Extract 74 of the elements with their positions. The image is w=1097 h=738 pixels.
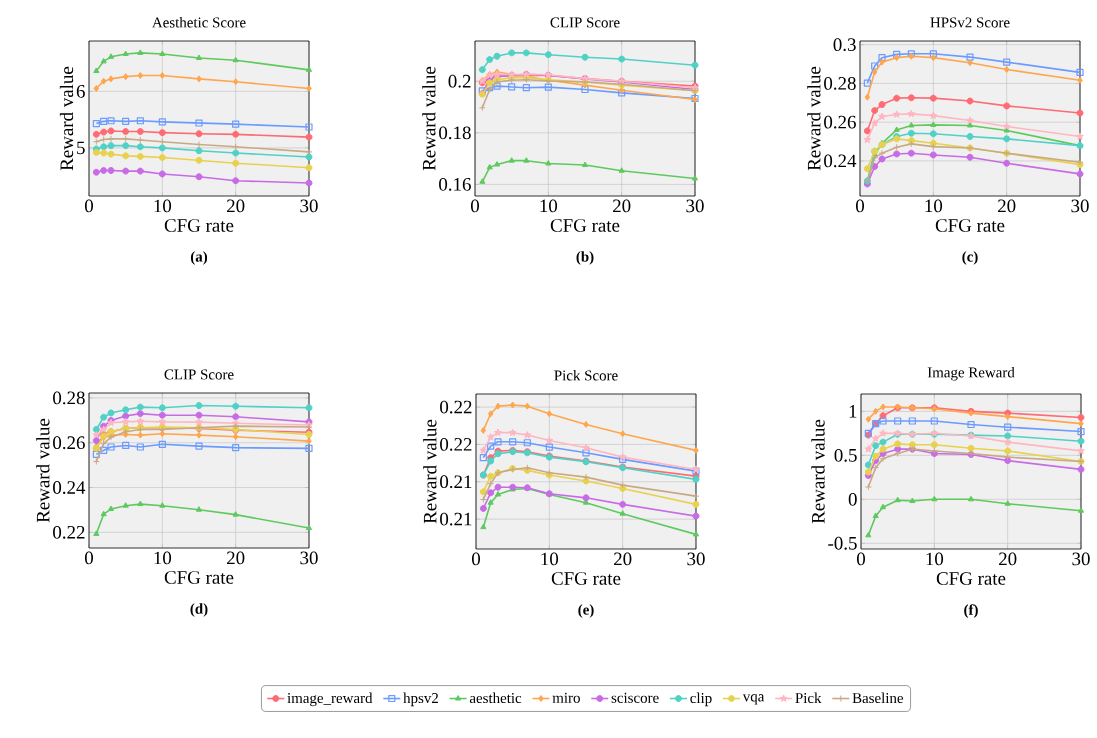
x-axis-title: CFG rate xyxy=(551,572,621,585)
x-tick-label: 30 xyxy=(300,199,318,213)
legend-label: image_reward xyxy=(287,692,373,707)
y-tick-label: 0.28 xyxy=(53,391,85,405)
legend-label: Baseline xyxy=(852,692,904,704)
x-tick-label: 20 xyxy=(227,199,245,213)
y-tick-label: 0.28 xyxy=(824,77,856,90)
x-tick-label: 30 xyxy=(686,199,704,213)
y-tick-label: 0.5 xyxy=(834,448,857,462)
x-tick-label: 10 xyxy=(154,199,172,213)
x-tick-label: 20 xyxy=(999,552,1017,566)
y-tick-label: 0.21 xyxy=(440,475,472,489)
x-tick-label: 30 xyxy=(687,552,705,566)
x-axis-title: CFG rate xyxy=(936,572,1006,585)
text: (c) xyxy=(962,251,978,265)
x-axis-title: CFG rate xyxy=(935,219,1005,232)
text: (e) xyxy=(578,604,594,618)
x-tick-label: 0 xyxy=(471,552,481,566)
legend-label: clip xyxy=(690,692,712,707)
y-tick-label: 0.18 xyxy=(439,126,471,140)
x-tick-label: 10 xyxy=(926,552,944,566)
y-tick-label: -0.5 xyxy=(828,536,857,550)
x-tick-label: 20 xyxy=(614,552,632,566)
legend-label: aesthetic xyxy=(469,692,522,704)
y-tick-label: 0.3 xyxy=(833,38,856,52)
x-tick-label: 10 xyxy=(541,552,559,566)
y-tick-label: 0 xyxy=(848,492,857,506)
legend-label: hpsv2 xyxy=(403,692,438,707)
text: (f) xyxy=(964,604,978,618)
y-tick-label: 0.2 xyxy=(448,74,471,88)
legend-label: Pick xyxy=(795,692,822,704)
x-tick-label: 10 xyxy=(540,199,558,213)
x-axis-title: CFG rate xyxy=(550,219,620,232)
x-tick-label: 0 xyxy=(857,552,866,566)
y-tick-label: 0.26 xyxy=(53,436,85,450)
y-tick-label: 0.24 xyxy=(53,481,86,494)
x-axis-title: CFG rate xyxy=(164,219,234,232)
legend-label: miro xyxy=(552,692,580,703)
x-axis-title: CFG rate xyxy=(164,571,234,584)
text: (d) xyxy=(190,603,208,617)
y-tick-label: 0.22 xyxy=(440,438,472,451)
y-tick-label: 1 xyxy=(849,405,857,418)
chart-title: CLIP Score xyxy=(550,17,620,28)
x-tick-label: 30 xyxy=(1072,552,1090,566)
chart-title: HPSv2 Score xyxy=(930,17,1010,28)
y-tick-label: 0.16 xyxy=(439,177,471,191)
y-tick-label: 0.24 xyxy=(824,154,857,168)
y-axis-title: Reward value xyxy=(807,66,821,171)
x-tick-label: 30 xyxy=(1071,199,1089,213)
y-axis-title: Reward value xyxy=(422,66,436,171)
legend-label: sciscore xyxy=(611,692,659,703)
chart-title: Aesthetic Score xyxy=(152,17,246,28)
y-tick-label: 0.22 xyxy=(53,525,85,539)
x-tick-label: 20 xyxy=(613,199,631,213)
text: (a) xyxy=(190,251,208,265)
x-tick-label: 10 xyxy=(154,551,172,565)
x-tick-label: 10 xyxy=(925,199,943,213)
y-axis-title: Reward value xyxy=(59,66,74,171)
y-tick-label: 0.26 xyxy=(824,115,856,129)
y-tick-label: 0.22 xyxy=(440,400,472,414)
legend-label: vqa xyxy=(742,694,765,705)
chart-title: Pick Score xyxy=(554,370,618,381)
y-axis-title: Reward value xyxy=(36,418,50,523)
y-tick-label: 5 xyxy=(77,141,85,155)
y-tick-label: 0.21 xyxy=(440,512,472,526)
x-tick-label: 20 xyxy=(227,551,245,565)
text: (b) xyxy=(576,251,594,265)
y-axis-title: Reward value xyxy=(423,419,437,524)
x-tick-label: 30 xyxy=(300,551,318,565)
x-tick-label: 20 xyxy=(998,199,1016,213)
chart-title: CLIP Score xyxy=(164,369,234,380)
y-axis-title: Reward value xyxy=(811,419,825,524)
y-tick-label: 6 xyxy=(76,84,85,98)
chart-title: Image Reward xyxy=(927,366,1015,381)
